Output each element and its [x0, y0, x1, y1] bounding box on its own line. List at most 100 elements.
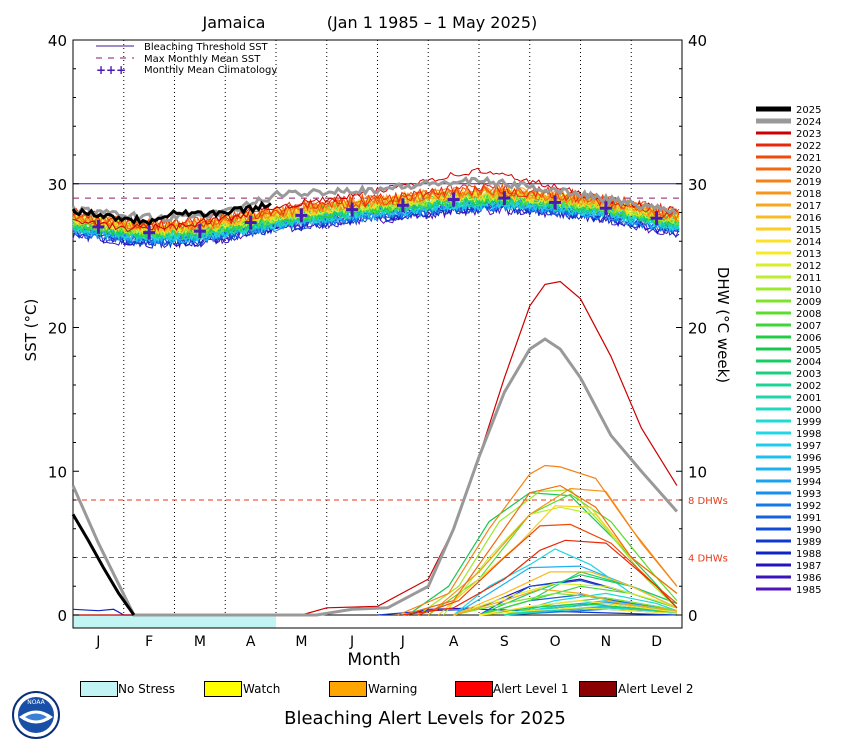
alert-legend-label-alert-1: Alert Level 1	[493, 682, 569, 696]
year-legend-label-2012: 2012	[796, 261, 821, 272]
sst-line-2025	[71, 200, 272, 227]
year-legend-label-2022: 2022	[796, 141, 821, 152]
climatology-marker	[193, 224, 206, 239]
inner-legend-mmm-label: Max Monthly Mean SST	[144, 54, 261, 65]
year-legend-label-2021: 2021	[796, 153, 821, 164]
dhw-line-2020	[402, 484, 678, 616]
year-legend-label-2010: 2010	[796, 285, 821, 296]
year-legend-label-2025: 2025	[796, 105, 821, 116]
climatology-marker	[650, 211, 663, 226]
year-legend-label-1987: 1987	[796, 561, 821, 572]
month-tick-label: O	[550, 634, 561, 650]
dhw-line-2008	[427, 493, 678, 616]
y-tick-label-left: 0	[57, 607, 67, 625]
year-legend-label-1988: 1988	[796, 549, 821, 560]
y-axis-label-left: SST (°C)	[22, 299, 40, 362]
climatology-marker	[244, 215, 257, 230]
month-tick-label: M	[194, 634, 206, 650]
dhw-line-2009	[453, 592, 678, 616]
dhw-threshold-label: 8 DHWs	[688, 496, 728, 507]
y-tick-label-right: 30	[688, 176, 707, 194]
noaa-logo-text: NOAA	[27, 699, 45, 706]
y-tick-label-right: 40	[688, 32, 707, 50]
year-legend-label-1999: 1999	[796, 417, 821, 428]
alert-legend-label-watch: Watch	[243, 682, 281, 696]
footer-title: Bleaching Alert Levels for 2025	[284, 708, 566, 729]
sst-line-2022	[72, 183, 680, 232]
month-tick-label: F	[145, 634, 153, 650]
month-tick-label: J	[95, 634, 100, 650]
x-axis-label: Month	[347, 650, 400, 670]
year-legend-label-2007: 2007	[796, 321, 821, 332]
year-legend-label-2000: 2000	[796, 405, 821, 416]
year-legend-label-2017: 2017	[796, 201, 821, 212]
alert-legend-label-alert-2: Alert Level 2	[618, 682, 694, 696]
month-tick-label: M	[295, 634, 307, 650]
dhw-line-2011	[443, 506, 678, 616]
year-legend-label-2004: 2004	[796, 357, 821, 368]
y-tick-label-right: 10	[688, 463, 707, 481]
year-legend-label-1997: 1997	[796, 441, 821, 452]
year-legend-label-1991: 1991	[796, 513, 821, 524]
climatology-marker	[346, 202, 359, 217]
y-tick-label-right: 20	[688, 320, 707, 338]
year-legend-label-2009: 2009	[796, 297, 821, 308]
sst-line-2024	[71, 175, 678, 223]
dhw-threshold-label: 4 DHWs	[688, 554, 728, 565]
year-legend-label-2003: 2003	[796, 369, 821, 380]
month-tick-label: D	[651, 634, 662, 650]
chart-title: Jamaica	[202, 13, 266, 32]
dhw-line-2013	[478, 607, 677, 616]
climatology-marker	[549, 195, 562, 210]
y-tick-label-left: 30	[48, 176, 67, 194]
alert-legend-swatch-watch	[204, 681, 242, 697]
climatology-marker	[92, 219, 105, 234]
dhw-line-2016	[453, 571, 678, 616]
year-legend-label-2014: 2014	[796, 237, 821, 248]
alert-legend-swatch-no-stress	[80, 681, 118, 697]
year-legend-label-2008: 2008	[796, 309, 821, 320]
year-legend-label-2019: 2019	[796, 177, 821, 188]
year-legend-label-1992: 1992	[796, 501, 821, 512]
month-tick-label: S	[500, 634, 509, 650]
chart-subtitle: (Jan 1 1985 – 1 May 2025)	[327, 13, 538, 32]
y-tick-label-right: 0	[688, 607, 698, 625]
alert-legend-swatch-alert-1	[455, 681, 493, 697]
dhw-line-2000	[504, 607, 677, 616]
year-legend-label-1994: 1994	[796, 477, 821, 488]
dhw-line-2012	[453, 582, 678, 616]
month-tick-label: N	[601, 634, 611, 650]
plot-area	[71, 39, 683, 629]
year-legend-label-2002: 2002	[796, 381, 821, 392]
alert-legend-swatch-warning	[329, 681, 367, 697]
dhw-line-2024	[71, 337, 679, 617]
year-legend-label-2011: 2011	[796, 273, 821, 284]
year-legend-label-1985: 1985	[796, 585, 821, 596]
climatology-marker	[396, 198, 409, 213]
plot-frame	[72, 39, 683, 629]
year-legend-label-2024: 2024	[796, 117, 821, 128]
climatology-marker	[295, 208, 308, 223]
dhw-line-2005	[407, 492, 678, 616]
climatology-marker	[599, 201, 612, 216]
dhw-line-2018	[427, 487, 678, 616]
bleaching-chart: Jamaica (Jan 1 1985 – 1 May 2025) SST (°…	[22, 13, 821, 670]
year-legend-label-1996: 1996	[796, 453, 821, 464]
year-legend: 2025202420232022202120202019201820172016…	[756, 105, 821, 596]
inner-legend-climatology-swatch: +++	[96, 63, 126, 77]
dhw-line-2023	[73, 280, 678, 616]
year-legend-label-1993: 1993	[796, 489, 821, 500]
dhw-line-2004	[478, 574, 678, 616]
dhw-line-2006	[478, 602, 677, 616]
year-legend-label-2016: 2016	[796, 213, 821, 224]
climatology-marker	[447, 192, 460, 207]
y-tick-label-left: 10	[48, 463, 67, 481]
alert-bar-2025	[73, 615, 276, 628]
alert-legend-label-warning: Warning	[368, 682, 418, 696]
axis-ticks: 8 DHWs 4 DHWs 0 0 10 10 20 20 30 30 40 40 J F M A M J J A S O…	[48, 32, 728, 650]
year-legend-label-1998: 1998	[796, 429, 821, 440]
climatology-marker	[143, 225, 156, 240]
dhw-line-2019	[397, 464, 678, 616]
alert-legend-label-no-stress: No Stress	[118, 682, 176, 696]
month-tick-label: A	[449, 634, 459, 650]
